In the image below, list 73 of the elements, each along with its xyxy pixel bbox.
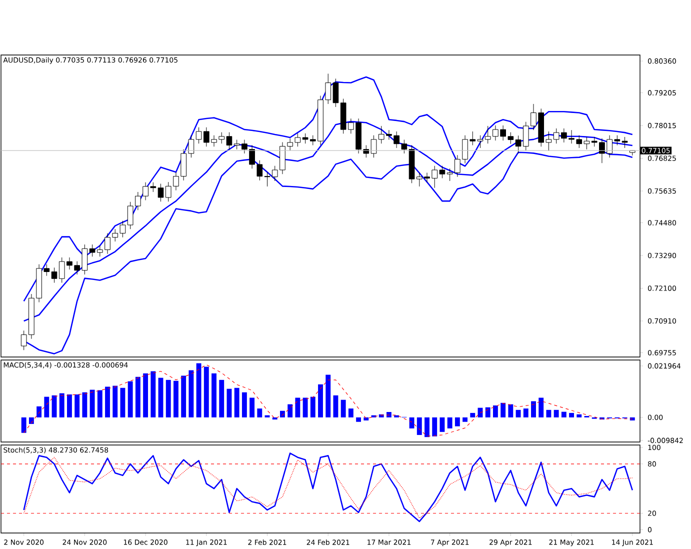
- bar: [424, 417, 430, 438]
- bar: [181, 376, 186, 418]
- bar: [219, 380, 224, 418]
- bar: [333, 395, 338, 418]
- bar: [234, 388, 240, 418]
- bar: [128, 381, 133, 418]
- candlestick: [477, 135, 484, 148]
- bar: [546, 410, 552, 418]
- bar: [462, 417, 468, 422]
- bar: [36, 406, 42, 418]
- bar: [302, 398, 308, 418]
- bar: [280, 410, 285, 418]
- bar: [67, 394, 72, 418]
- bar: [44, 396, 50, 418]
- bar: [226, 388, 232, 418]
- bar: [166, 380, 171, 418]
- bar: [508, 404, 514, 418]
- bar: [112, 386, 118, 418]
- bar: [59, 393, 64, 418]
- bar: [295, 398, 300, 418]
- bar: [120, 388, 126, 418]
- bar: [288, 404, 293, 418]
- bar: [188, 370, 194, 418]
- bar: [485, 407, 490, 418]
- bar: [348, 408, 354, 418]
- bar: [516, 410, 521, 418]
- bar: [492, 405, 498, 418]
- bar: [630, 417, 635, 420]
- bar: [523, 408, 528, 418]
- bar: [97, 390, 102, 418]
- bar: [432, 417, 438, 436]
- candlestick: [622, 136, 628, 148]
- bar: [90, 390, 95, 418]
- bar: [340, 400, 346, 418]
- bar: [576, 414, 582, 418]
- bar: [74, 394, 80, 418]
- bar: [242, 392, 247, 418]
- bar: [561, 412, 566, 418]
- bar: [440, 417, 445, 432]
- bar: [454, 417, 460, 426]
- bar: [82, 392, 88, 418]
- candlestick: [51, 267, 58, 283]
- bar: [212, 373, 216, 418]
- bar: [174, 380, 178, 418]
- bar: [28, 417, 34, 424]
- candlestick: [370, 135, 377, 158]
- bar: [569, 412, 574, 418]
- bar: [21, 417, 26, 433]
- bar: [356, 417, 362, 422]
- bar: [143, 373, 148, 418]
- bar: [105, 386, 110, 418]
- bar: [500, 402, 506, 418]
- bar: [531, 401, 536, 418]
- bar: [326, 374, 331, 418]
- bar: [257, 408, 262, 418]
- bar: [196, 363, 202, 418]
- bar: [150, 371, 156, 418]
- bar: [416, 417, 422, 435]
- bar: [409, 417, 414, 428]
- bar: [135, 376, 140, 418]
- bar: [470, 412, 476, 418]
- bar: [250, 398, 255, 418]
- bar: [538, 398, 544, 418]
- bar: [318, 384, 323, 418]
- bar: [204, 366, 209, 418]
- bar: [310, 396, 316, 418]
- bar: [386, 412, 392, 418]
- bar: [158, 378, 164, 418]
- bar: [447, 417, 452, 428]
- candlestick: [158, 183, 164, 202]
- bar: [364, 417, 369, 420]
- bar: [554, 410, 559, 418]
- candlestick: [264, 172, 270, 187]
